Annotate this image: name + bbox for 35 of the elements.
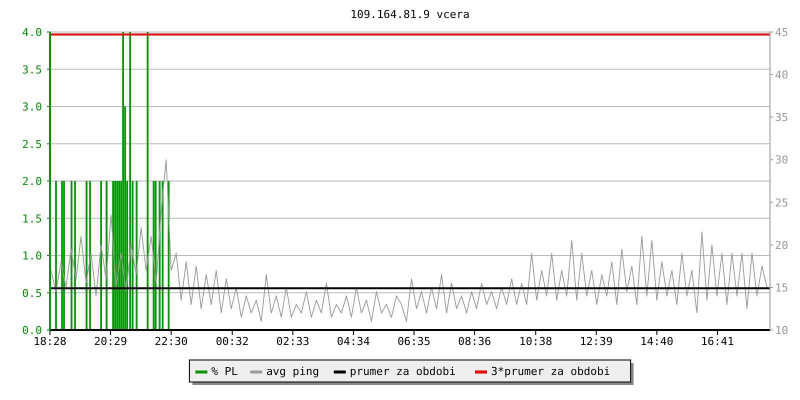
y-tick-label: 3.5 — [22, 63, 42, 76]
x-tick-label: 14:40 — [640, 335, 674, 348]
x-tick-label: 12:39 — [580, 335, 613, 348]
y2-tick-label: 45 — [775, 26, 788, 39]
y-tick-label: 0.0 — [22, 324, 42, 337]
y-tick-label: 1.5 — [22, 212, 42, 226]
x-tick-label: 00:32 — [216, 335, 249, 348]
y2-tick-label: 20 — [775, 238, 788, 252]
x-tick-label: 20:29 — [94, 335, 128, 348]
y-tick-label: 3.0 — [22, 100, 42, 114]
line-series — [50, 159, 768, 322]
y2-tick-label: 35 — [775, 111, 788, 124]
y2-tick-label: 30 — [775, 154, 788, 167]
x-tick-label: 10:38 — [519, 335, 552, 348]
y-tick-label: 2.0 — [22, 175, 42, 188]
legend-label: avg ping — [266, 365, 320, 378]
x-tick-label: 22:30 — [154, 335, 188, 348]
y2-tick-label: 15 — [775, 281, 788, 294]
x-tick-label: 06:35 — [397, 335, 431, 348]
y-tick-label: 2.5 — [22, 138, 42, 151]
x-tick-label: 18:28 — [33, 335, 67, 348]
x-tick-label: 16:41 — [700, 335, 734, 348]
y-tick-label: 1.0 — [22, 250, 42, 262]
x-tick-label: 08:36 — [458, 335, 492, 348]
legend-label: % PL — [211, 365, 238, 378]
y-tick-label: 0.5 — [22, 286, 42, 300]
y-tick-label: 4.0 — [22, 26, 42, 39]
x-tick-label: 04:34 — [336, 335, 370, 348]
y2-tick-label: 10 — [775, 324, 788, 337]
y2-tick-label: 25 — [775, 196, 788, 210]
x-tick-label: 02:33 — [276, 335, 310, 348]
legend-label: prumer za obdobi — [350, 365, 456, 378]
legend-label: 3*prumer za obdobi — [491, 365, 610, 378]
y2-tick-label: 40 — [775, 68, 788, 82]
chart-title: 109.164.81.9 vcera — [350, 8, 470, 21]
